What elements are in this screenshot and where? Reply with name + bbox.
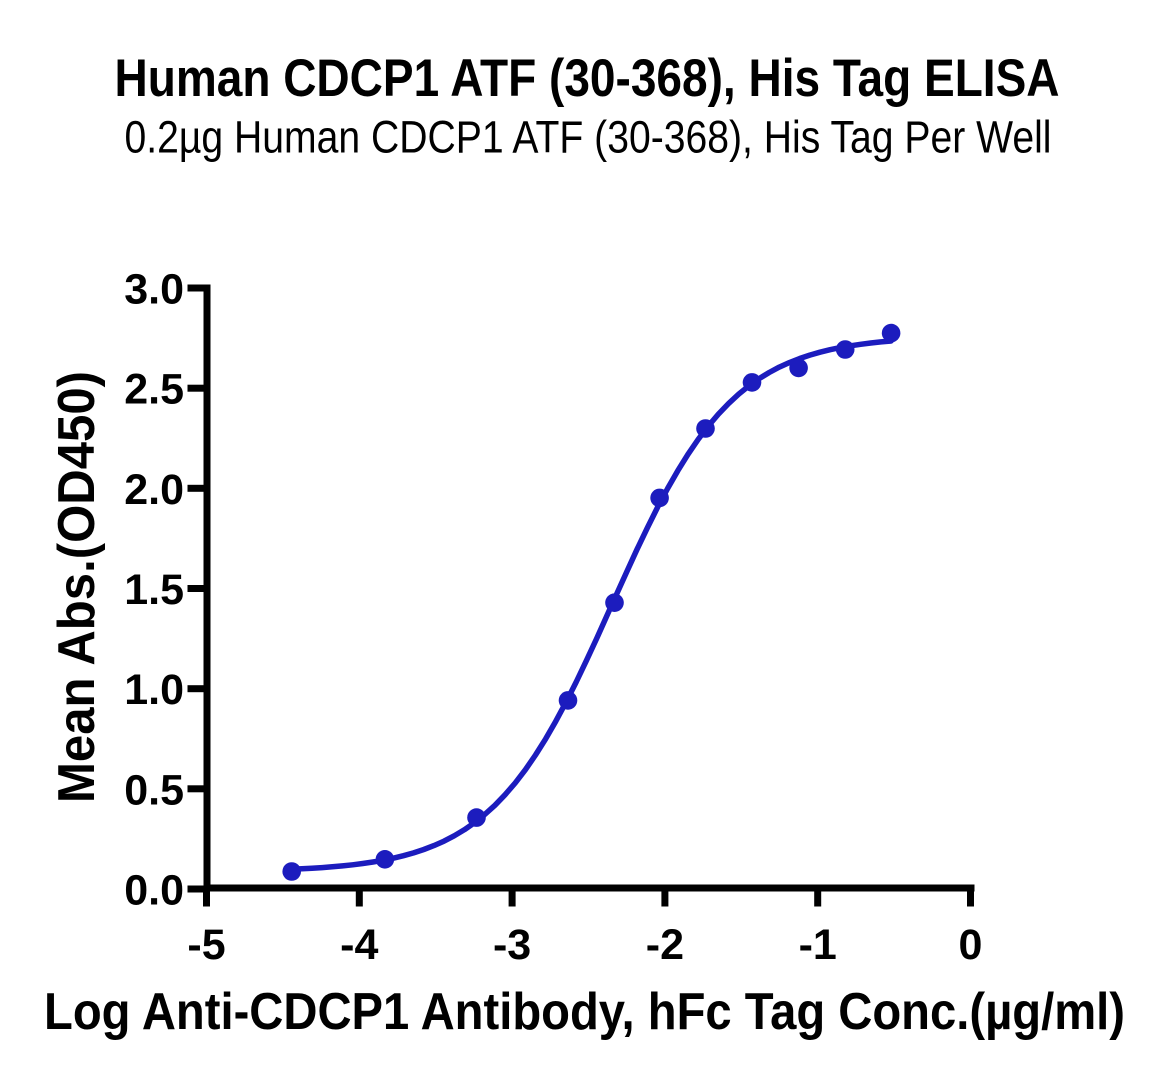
- svg-text:0.2µg Human CDCP1 ATF (30-368): 0.2µg Human CDCP1 ATF (30-368), His Tag …: [125, 112, 1052, 163]
- svg-text:2.5: 2.5: [124, 366, 184, 414]
- svg-text:0.0: 0.0: [124, 867, 184, 915]
- svg-text:-3: -3: [493, 921, 531, 969]
- svg-text:0: 0: [959, 921, 983, 969]
- svg-text:Mean Abs.(OD450): Mean Abs.(OD450): [48, 371, 106, 803]
- svg-text:-4: -4: [340, 921, 378, 969]
- svg-text:3.0: 3.0: [124, 266, 184, 314]
- svg-text:0.5: 0.5: [124, 766, 184, 814]
- svg-text:Log Anti-CDCP1 Antibody, hFc T: Log Anti-CDCP1 Antibody, hFc Tag Conc.(µ…: [44, 983, 1125, 1041]
- svg-text:-5: -5: [187, 921, 225, 969]
- svg-text:1.5: 1.5: [124, 566, 184, 614]
- svg-text:1.0: 1.0: [124, 666, 184, 714]
- svg-text:-2: -2: [646, 921, 684, 969]
- svg-text:-1: -1: [799, 921, 837, 969]
- svg-text:Human CDCP1 ATF (30-368), His: Human CDCP1 ATF (30-368), His Tag ELISA: [115, 49, 1060, 108]
- svg-text:2.0: 2.0: [124, 466, 184, 514]
